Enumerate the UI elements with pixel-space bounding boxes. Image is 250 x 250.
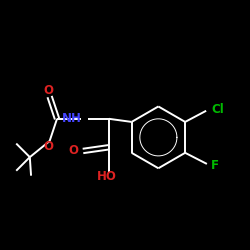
Text: O: O bbox=[43, 84, 53, 97]
Text: Cl: Cl bbox=[212, 103, 224, 116]
Text: HO: HO bbox=[97, 170, 117, 183]
Text: NH: NH bbox=[62, 112, 82, 125]
Text: O: O bbox=[68, 144, 78, 158]
Text: F: F bbox=[211, 159, 219, 172]
Text: O: O bbox=[43, 140, 53, 152]
